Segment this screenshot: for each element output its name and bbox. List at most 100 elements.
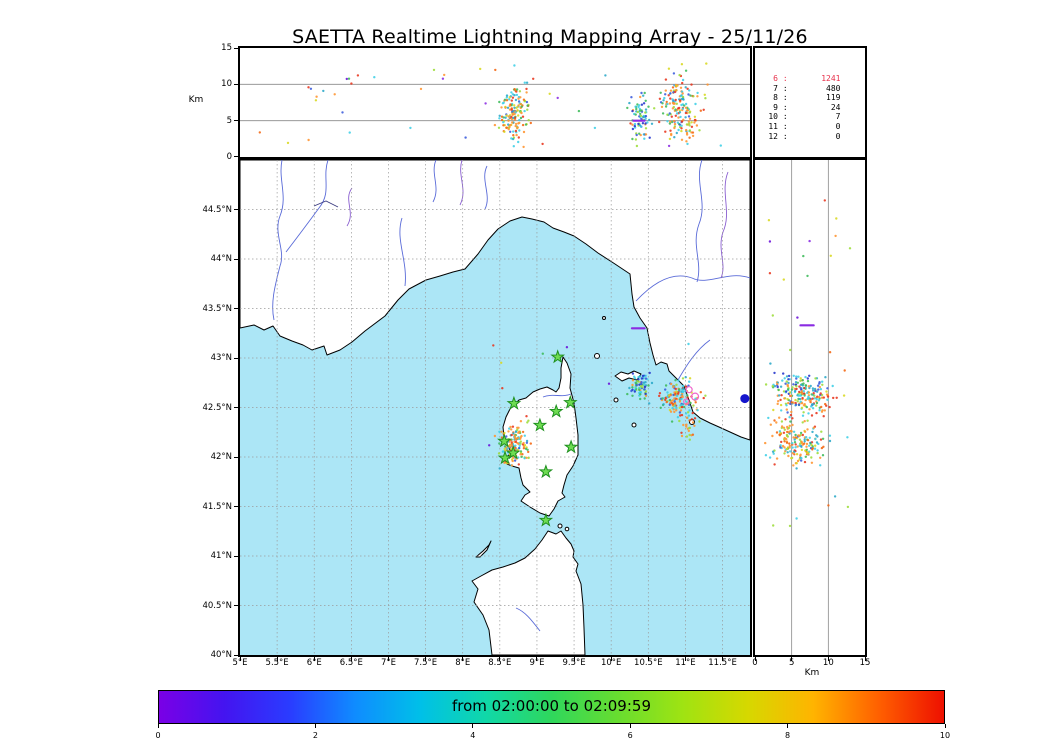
lat-tick-label: 40.5°N	[202, 600, 232, 611]
river	[635, 275, 750, 302]
river	[459, 160, 464, 206]
altitude-grid	[240, 83, 750, 122]
ring-marker	[683, 398, 690, 405]
alt-tick-label: 0	[226, 151, 232, 162]
altitude-count-row: 6 : 1241	[773, 74, 841, 83]
alt-tick-label: 15	[221, 43, 232, 53]
tick-mark	[472, 724, 474, 728]
altitude-count-row: 7 : 480	[773, 83, 841, 93]
tick-mark	[722, 657, 724, 661]
ring-marker	[690, 392, 700, 401]
alt-tick-label: 5	[788, 658, 795, 668]
altitude-axis-label-left: Km	[188, 95, 204, 105]
river	[695, 160, 703, 283]
river	[346, 187, 353, 227]
tick-mark	[234, 357, 238, 359]
lon-tick-label: 11°E	[675, 658, 696, 668]
lon-tick-label: 9°E	[529, 658, 545, 668]
tick-mark	[573, 657, 575, 661]
station-star	[505, 445, 521, 460]
tick-mark	[425, 657, 427, 661]
island	[564, 526, 570, 532]
station-markers	[496, 349, 579, 527]
lat-tick-label: 43.5°N	[202, 303, 232, 314]
altitude-longitude-plot	[240, 62, 750, 149]
coastline	[471, 530, 586, 655]
tick-mark	[234, 456, 238, 458]
tick-mark	[313, 657, 315, 661]
altitude-count-row: 11 : 0	[768, 121, 841, 131]
island	[631, 422, 637, 428]
tick-mark	[536, 657, 538, 661]
station-star	[538, 464, 554, 479]
ring-marker	[685, 386, 693, 394]
tick-mark	[234, 654, 238, 656]
station-star	[497, 450, 513, 465]
colorbar-tick-label: 6	[627, 731, 633, 740]
tick-mark	[787, 724, 789, 728]
station-star	[538, 512, 554, 527]
lon-tick-label: 8°E	[455, 658, 471, 668]
coastline	[240, 160, 750, 441]
station-star	[563, 439, 579, 454]
altitude-count-row: 9 : 24	[773, 102, 841, 112]
lat-tick-label: 44°N	[210, 254, 232, 264]
tick-mark	[234, 308, 238, 309]
lightning-points	[764, 199, 852, 528]
colorbar-time-label: from 02:00:00 to 02:09:59	[451, 697, 651, 715]
altitude-axis-label-bottom: Km	[804, 668, 820, 678]
lat-tick-label: 40°N	[210, 650, 232, 660]
lon-tick-label: 6.5°E	[339, 658, 363, 668]
altitude-count-row: 12 : 0	[768, 131, 841, 141]
altitude-latitude-plot	[764, 160, 852, 655]
alt-tick-label: 10	[822, 658, 834, 668]
tick-mark	[234, 258, 238, 260]
island	[594, 353, 600, 359]
figure-title: SAETTA Realtime Lightning Mapping Array …	[292, 26, 808, 48]
tick-mark	[234, 407, 238, 408]
lon-tick-label: 10.5°E	[634, 658, 663, 668]
colorbar-tick-label: 8	[785, 731, 791, 740]
tick-mark	[754, 657, 756, 661]
station-star	[532, 417, 548, 432]
river	[515, 607, 541, 632]
tick-mark	[157, 724, 159, 728]
blue-marker	[740, 394, 750, 404]
station-star	[548, 403, 564, 418]
lat-tick-label: 44.5°N	[202, 204, 232, 215]
river	[542, 393, 572, 398]
lat-tick-label: 43°N	[210, 353, 232, 363]
lon-tick-label: 5.5°E	[265, 658, 289, 668]
river	[285, 160, 329, 253]
tick-mark	[234, 506, 238, 507]
lon-tick-label: 7°E	[380, 658, 396, 668]
lon-tick-label: 8.5°E	[488, 658, 512, 668]
map-grid	[240, 160, 750, 655]
river	[677, 339, 711, 381]
tick-mark	[234, 47, 238, 49]
tick-mark	[239, 657, 241, 661]
colorbar-tick-label: 10	[939, 731, 951, 740]
river	[313, 200, 339, 208]
lon-tick-label: 11.5°E	[708, 658, 737, 668]
alt-tick-label: 0	[752, 658, 758, 668]
tick-mark	[276, 657, 278, 661]
lat-tick-label: 42.5°N	[202, 402, 232, 413]
station-star	[563, 394, 578, 409]
station-star	[496, 433, 512, 448]
tick-mark	[350, 657, 352, 661]
altitude-count-row: 8 : 119	[773, 93, 841, 103]
station-star	[550, 349, 566, 364]
altitude-longitude-panel	[238, 46, 752, 159]
tick-mark	[629, 724, 631, 728]
coastline	[475, 540, 492, 558]
tick-mark	[499, 657, 501, 661]
colorbar-tick-label: 2	[312, 731, 318, 740]
tick-mark	[462, 657, 464, 661]
tick-mark	[234, 605, 238, 606]
tick-mark	[827, 657, 829, 661]
tick-mark	[610, 657, 612, 661]
tick-mark	[864, 657, 866, 661]
colorbar-tick-label: 4	[470, 731, 476, 740]
altitude-count-panel: 6 : 1241 7 : 480 8 : 119 9 : 24 10 : 7 11 : 0…	[753, 46, 867, 159]
